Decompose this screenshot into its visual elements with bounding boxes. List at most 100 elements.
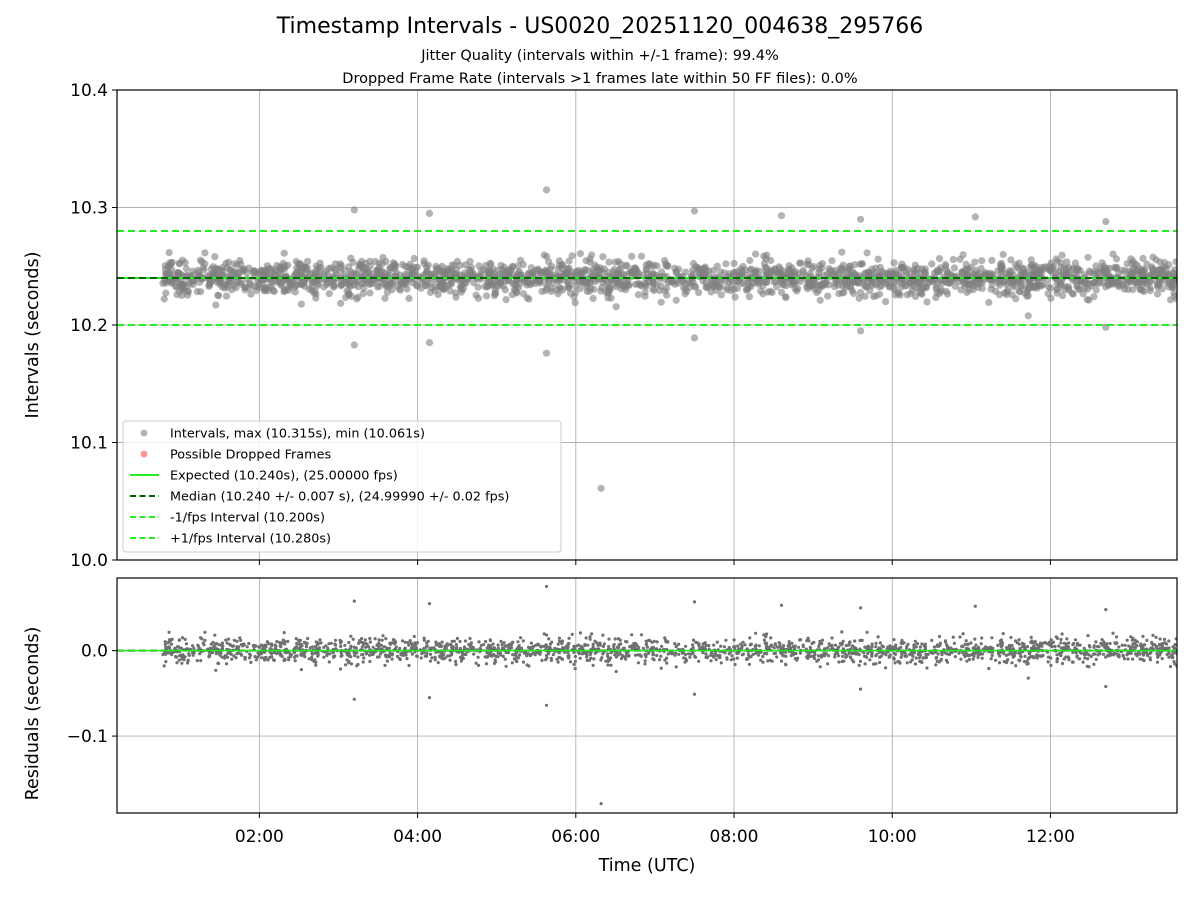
interval-point: [1111, 263, 1119, 271]
residual-point: [589, 651, 593, 655]
residual-point: [338, 641, 343, 645]
residual-point: [961, 632, 965, 636]
residual-point: [1172, 650, 1176, 654]
interval-point: [360, 265, 368, 273]
interval-point: [930, 269, 939, 277]
residual-point: [355, 651, 359, 655]
interval-point: [810, 281, 818, 289]
residual-point: [443, 648, 447, 652]
interval-point: [838, 276, 847, 284]
interval-point: [725, 270, 733, 278]
interval-point: [359, 290, 367, 298]
interval-point: [810, 263, 818, 271]
residual-point: [1057, 644, 1061, 648]
interval-point: [927, 275, 935, 283]
residual-point: [644, 639, 648, 643]
residual-point: [450, 653, 454, 657]
residual-point: [953, 655, 957, 659]
interval-point: [688, 275, 696, 283]
interval-point: [889, 273, 897, 281]
residual-point: [808, 647, 813, 652]
residual-point: [340, 654, 344, 658]
interval-point: [426, 288, 435, 296]
interval-point: [350, 277, 358, 285]
interval-point: [305, 285, 313, 293]
residual-point: [490, 653, 494, 657]
residual-point: [586, 643, 590, 647]
interval-point: [273, 261, 281, 270]
residual-point: [746, 649, 750, 654]
interval-point: [285, 276, 293, 284]
residual-point: [570, 648, 574, 652]
residual-point: [884, 666, 888, 670]
interval-point: [1029, 270, 1037, 278]
residual-point: [563, 650, 567, 654]
residual-point: [220, 641, 225, 645]
residual-point: [891, 645, 895, 649]
interval-point: [599, 268, 608, 276]
residual-point: [242, 642, 246, 646]
interval-point: [564, 270, 572, 278]
residual-point: [1157, 647, 1161, 651]
interval-point: [309, 273, 318, 281]
residual-point: [959, 648, 963, 653]
interval-point: [597, 287, 605, 295]
interval-point: [475, 273, 484, 281]
residual-point: [357, 641, 361, 646]
interval-point: [935, 289, 944, 298]
interval-point: [915, 275, 923, 283]
interval-point: [583, 283, 591, 291]
interval-point: [960, 279, 968, 287]
residual-point: [400, 639, 405, 643]
residual-point: [542, 632, 546, 636]
interval-point: [308, 275, 316, 283]
residual-point: [178, 646, 182, 650]
residual-point: [604, 659, 608, 663]
interval-point: [382, 281, 390, 290]
interval-point: [749, 279, 757, 287]
interval-point: [420, 260, 428, 268]
residual-point: [485, 646, 489, 650]
interval-point: [354, 293, 362, 301]
residual-point: [239, 643, 244, 647]
interval-point: [189, 267, 197, 275]
residual-point: [715, 654, 719, 658]
residual-point: [697, 642, 701, 647]
interval-point: [782, 282, 790, 290]
interval-point: [494, 276, 502, 284]
residual-point: [1005, 659, 1009, 663]
interval-point: [256, 276, 264, 284]
interval-point: [1169, 279, 1177, 287]
residual-point: [618, 652, 622, 656]
residual-point: [175, 645, 179, 649]
residual-point: [1007, 647, 1011, 651]
interval-point: [427, 273, 435, 281]
interval-point: [999, 250, 1007, 259]
residual-point: [1067, 641, 1071, 645]
interval-point: [835, 269, 843, 277]
interval-point: [1159, 267, 1167, 275]
residual-point: [609, 656, 613, 660]
residual-point: [211, 646, 215, 650]
interval-point: [516, 271, 525, 279]
interval-point: [1000, 289, 1008, 297]
interval-point: [446, 266, 454, 274]
residual-point: [1004, 661, 1009, 665]
residual-point: [427, 602, 432, 606]
residual-point: [813, 652, 817, 657]
interval-point: [790, 272, 799, 280]
interval-point: [894, 289, 902, 297]
residual-point: [515, 647, 519, 651]
interval-point: [258, 275, 266, 284]
interval-point: [817, 281, 825, 289]
interval-point: [514, 262, 522, 270]
residual-point: [317, 641, 321, 645]
residual-point: [599, 658, 603, 662]
residual-point: [498, 652, 502, 656]
residual-point: [556, 642, 560, 646]
residual-point: [1087, 665, 1091, 669]
interval-point: [301, 263, 309, 271]
interval-point: [300, 279, 308, 287]
interval-point: [1087, 282, 1095, 290]
interval-point: [1101, 265, 1109, 273]
